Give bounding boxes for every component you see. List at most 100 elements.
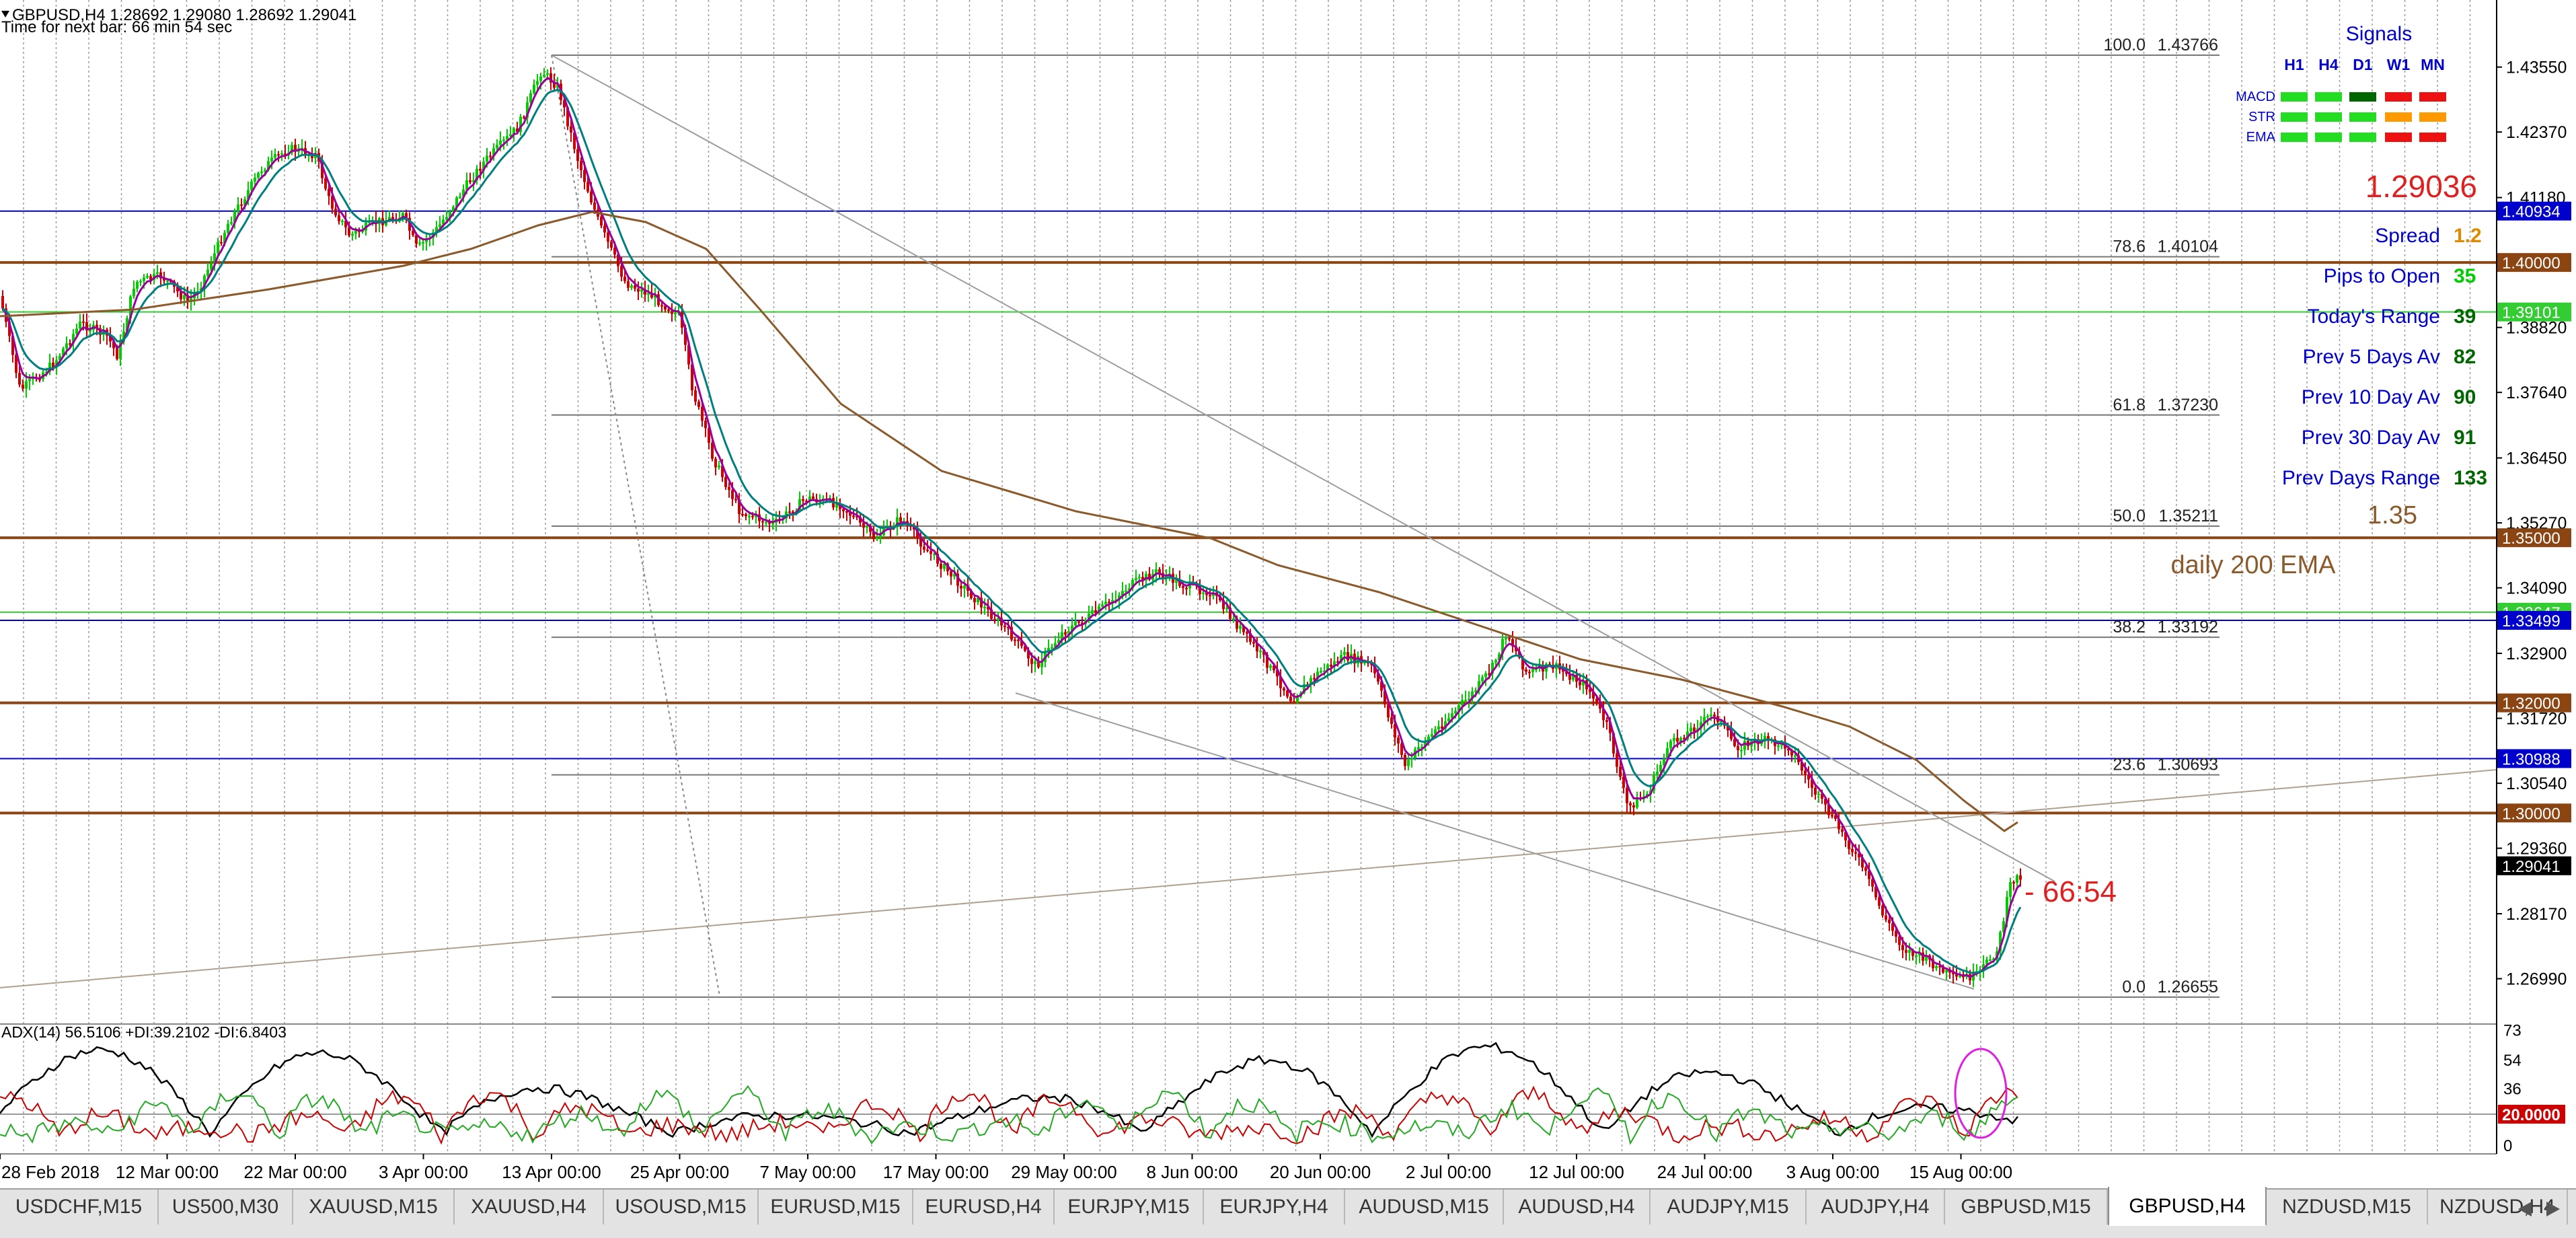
candle-body xyxy=(1518,651,1521,658)
header-collapse-icon[interactable] xyxy=(1,11,9,17)
trend-lines[interactable] xyxy=(0,54,2497,996)
signal-light xyxy=(2315,92,2342,102)
candle-body xyxy=(613,248,616,255)
candle-body xyxy=(1787,748,1790,751)
candle-body xyxy=(580,161,582,170)
candle-body xyxy=(1252,642,1255,644)
tab-audusd-h4[interactable]: AUDUSD,H4 xyxy=(1504,1190,1651,1225)
tab-us500-m30[interactable]: US500,M30 xyxy=(159,1190,293,1225)
candle-body xyxy=(469,180,471,182)
candle-body xyxy=(1851,848,1854,852)
tab-eurusd-m15[interactable]: EURUSD,M15 xyxy=(759,1190,913,1225)
price-box xyxy=(2497,749,2571,768)
signals-stat-label: Prev 10 Day Av xyxy=(2302,386,2440,408)
candle-body xyxy=(462,189,465,197)
fibonacci-retracement[interactable]: 100.0 1.43766 78.6 1.40104 61.8 1.37230 50.0 1.… xyxy=(552,36,2220,998)
candle-body xyxy=(721,465,724,478)
signals-stat-value: 90 xyxy=(2454,386,2476,408)
tab-eurjpy-m15[interactable]: EURJPY,M15 xyxy=(1055,1190,1204,1225)
signal-light xyxy=(2385,92,2412,102)
candle-body xyxy=(1296,696,1299,702)
candle-body xyxy=(869,526,872,532)
candle-body xyxy=(1959,976,1961,978)
candle-body xyxy=(220,242,223,244)
candle-body xyxy=(623,277,626,281)
tab-nzdusd-m15[interactable]: NZDUSD,M15 xyxy=(2267,1190,2428,1225)
candle-body xyxy=(1074,621,1077,626)
candle-body xyxy=(1511,639,1514,647)
price-box xyxy=(2497,253,2571,272)
price-box-label: 1.40000 xyxy=(2502,254,2561,272)
candle-body xyxy=(1273,665,1275,671)
scroll-right-icon[interactable] xyxy=(2546,1202,2560,1216)
tab-xauusd-m15[interactable]: XAUUSD,M15 xyxy=(293,1190,455,1225)
candle-body xyxy=(1683,737,1685,739)
price-axis-label: 1.38820 xyxy=(2506,319,2567,338)
tab-audjpy-m15[interactable]: AUDJPY,M15 xyxy=(1651,1190,1807,1225)
candle-body xyxy=(1589,689,1591,692)
candle-body xyxy=(923,546,925,550)
candle-body xyxy=(277,154,280,156)
tab-eurjpy-h4[interactable]: EURJPY,H4 xyxy=(1204,1190,1345,1225)
signal-light xyxy=(2419,92,2446,102)
candle-body xyxy=(1417,747,1420,750)
price-box-label: 1.35000 xyxy=(2502,530,2561,548)
candle-body xyxy=(1330,664,1332,667)
tab-usdchf-m15[interactable]: USDCHF,M15 xyxy=(0,1190,159,1225)
candle-body xyxy=(627,281,630,288)
time-axis-label: 17 May 00:00 xyxy=(883,1162,989,1182)
price-axis-label: 1.29360 xyxy=(2506,840,2567,859)
candle-body xyxy=(617,254,619,266)
price-box-label: 1.29041 xyxy=(2502,858,2561,876)
candle-body xyxy=(671,311,673,314)
candle-body xyxy=(1222,600,1225,610)
tab-audusd-m15[interactable]: AUDUSD,M15 xyxy=(1345,1190,1504,1225)
candle-body xyxy=(159,272,162,279)
trendline-upper[interactable] xyxy=(551,54,2055,882)
trendline-lower[interactable] xyxy=(1015,692,1975,990)
candle-body xyxy=(845,511,848,513)
candle-body xyxy=(1020,640,1023,647)
candle-body xyxy=(1468,698,1470,700)
candle-body xyxy=(866,526,868,528)
candle-body xyxy=(48,362,51,372)
tab-nzdusd-h4[interactable]: NZDUSD,H4 xyxy=(2428,1190,2568,1225)
tab-eurusd-h4[interactable]: EURUSD,H4 xyxy=(913,1190,1055,1225)
scroll-left-icon[interactable] xyxy=(2518,1202,2532,1216)
tab-gbpusd-h4[interactable]: GBPUSD,H4 xyxy=(2108,1187,2267,1226)
adx-label: ADX(14) 56.5106 +DI:39.2102 -DI:6.8403 xyxy=(1,1023,287,1041)
tab-gbpusd-m15[interactable]: GBPUSD,M15 xyxy=(1945,1190,2108,1225)
candle-body xyxy=(697,402,700,407)
signals-row-name: MACD xyxy=(2236,89,2275,104)
price-chart[interactable]: 100.0 1.43766 78.6 1.40104 61.8 1.37230 50.0 1.… xyxy=(0,0,2576,1188)
candle-body xyxy=(1653,775,1655,791)
tab-audjpy-h4[interactable]: AUDJPY,H4 xyxy=(1807,1190,1945,1225)
candle-body xyxy=(2012,882,2015,884)
fib-level-price: 1.30693 xyxy=(2158,756,2218,774)
candle-body xyxy=(1071,625,1073,632)
candle-body xyxy=(943,563,946,569)
candle-body xyxy=(1464,700,1467,702)
candle-body xyxy=(2006,897,2008,922)
candle-body xyxy=(1814,788,1817,795)
candle-body xyxy=(1420,746,1423,748)
candle-body xyxy=(1841,829,1844,832)
candle-body xyxy=(728,486,730,490)
signals-timeframe: MN xyxy=(2421,56,2445,73)
tab-xauusd-h4[interactable]: XAUUSD,H4 xyxy=(455,1190,604,1225)
candle-body xyxy=(341,221,344,223)
candle-body xyxy=(146,276,149,278)
candle-body xyxy=(442,219,445,225)
candle-body xyxy=(1131,580,1134,589)
tab-usousd-m15[interactable]: USOUSD,M15 xyxy=(604,1190,759,1225)
candle-body xyxy=(987,606,989,610)
price-axis-label: 1.36450 xyxy=(2506,449,2567,468)
candle-body xyxy=(1246,632,1248,634)
candle-body xyxy=(1568,673,1571,680)
candle-body xyxy=(852,515,855,517)
candle-body xyxy=(859,517,862,523)
candle-body xyxy=(1881,905,1884,916)
trendline-rising[interactable] xyxy=(0,769,2497,988)
candle-body xyxy=(455,197,458,207)
tab-scroll-arrows[interactable] xyxy=(2509,1199,2569,1219)
